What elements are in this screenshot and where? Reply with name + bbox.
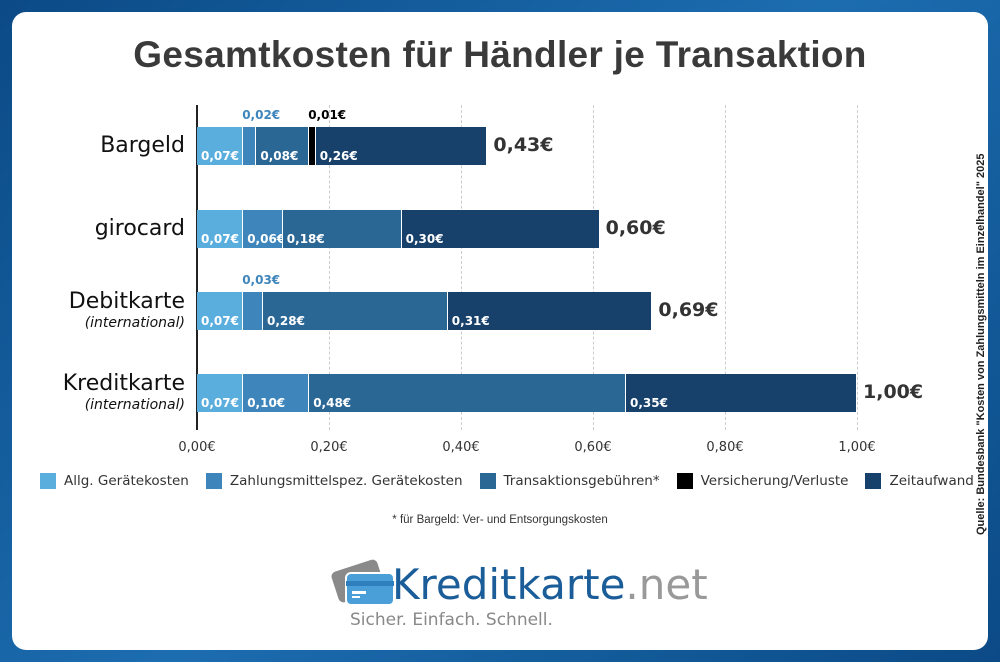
gridline xyxy=(593,105,594,430)
legend-label: Transaktionsgebühren* xyxy=(503,473,660,489)
x-tick-label: 1,00€ xyxy=(838,440,876,455)
segment-value-label: 0,26€ xyxy=(319,149,358,163)
segment-value-label: 0,07€ xyxy=(201,314,239,328)
bar-segment[interactable]: 0,07€ xyxy=(197,292,244,330)
total-label: 0,43€ xyxy=(493,134,554,156)
bar-segment[interactable] xyxy=(243,127,257,165)
legend-item: Versicherung/Verluste xyxy=(676,473,849,489)
bar-segment[interactable]: 0,07€ xyxy=(197,210,244,248)
legend: Allg. Gerätekosten Zahlungsmittelspez. Ge… xyxy=(40,473,991,489)
segment-value-label: 0,07€ xyxy=(201,232,239,246)
gridline xyxy=(725,105,726,430)
bar-segment[interactable]: 0,08€ xyxy=(256,127,310,165)
x-tick-label: 0,60€ xyxy=(574,440,612,455)
category-name: Kreditkarte xyxy=(62,371,185,396)
segment-value-label: 0,03€ xyxy=(242,273,281,287)
segment-value-label: 0,07€ xyxy=(201,396,239,410)
bar-segment[interactable] xyxy=(309,127,316,165)
legend-swatch xyxy=(40,473,56,489)
credit-card-icon xyxy=(331,559,395,606)
bar-segment[interactable]: 0,06€ xyxy=(243,210,286,248)
gridline xyxy=(461,105,462,430)
legend-label: Allg. Gerätekosten xyxy=(64,473,189,489)
x-tick-label: 0,80€ xyxy=(706,440,744,455)
bar-segment[interactable] xyxy=(243,292,263,330)
y-axis-line xyxy=(196,105,198,430)
x-tick-label: 0,20€ xyxy=(310,440,348,455)
category-subtitle: (international) xyxy=(84,397,185,413)
bar-segment[interactable]: 0,07€ xyxy=(197,374,244,412)
logo-tagline: Sicher. Einfach. Schnell. xyxy=(350,610,553,630)
segment-value-label: 0,28€ xyxy=(267,314,305,328)
legend-label: Zahlungsmittelspez. Gerätekosten xyxy=(229,473,463,489)
total-label: 0,69€ xyxy=(658,299,719,321)
category-name: girocard xyxy=(94,216,185,241)
bar-segment[interactable]: 0,35€ xyxy=(626,374,857,412)
source-note: Quelle: Bundesbank "Kosten von Zahlungsm… xyxy=(975,153,987,535)
gridline xyxy=(329,105,330,430)
category-label: Debitkarte (international) xyxy=(69,289,185,331)
legend-item: Transaktionsgebühren* xyxy=(479,473,660,489)
segment-value-label: 0,10€ xyxy=(247,396,286,410)
segment-value-label: 0,08€ xyxy=(260,149,299,163)
logo-text: Kreditkarte.net xyxy=(392,560,708,609)
total-label: 0,60€ xyxy=(605,217,666,239)
segment-value-label: 0,35€ xyxy=(630,396,668,410)
category-subtitle: (international) xyxy=(84,315,185,331)
gridline xyxy=(857,105,858,430)
legend-swatch xyxy=(676,473,693,489)
legend-item: Zahlungsmittelspez. Gerätekosten xyxy=(205,473,463,489)
chart-card xyxy=(12,12,988,650)
bar-segment[interactable]: 0,31€ xyxy=(447,292,653,330)
legend-label: Zeitaufwand xyxy=(889,473,974,489)
bar-segment[interactable]: 0,30€ xyxy=(401,210,600,248)
segment-value-label: 0,07€ xyxy=(201,149,239,163)
segment-value-label: 0,02€ xyxy=(242,108,281,122)
x-tick-label: 0,00€ xyxy=(178,440,216,455)
x-tick-label: 0,40€ xyxy=(442,440,480,455)
segment-value-label: 0,48€ xyxy=(313,396,352,410)
category-name: Debitkarte xyxy=(68,289,185,314)
bar-segment[interactable]: 0,18€ xyxy=(282,210,402,248)
footnote: * für Bargeld: Ver- und Entsorgungskoste… xyxy=(392,514,608,526)
category-name: Bargeld xyxy=(100,133,185,158)
category-label: Bargeld xyxy=(100,133,185,159)
total-label: 1,00€ xyxy=(863,381,924,403)
legend-swatch xyxy=(479,473,496,489)
legend-label: Versicherung/Verluste xyxy=(700,473,849,489)
bar-segment[interactable]: 0,28€ xyxy=(263,292,448,330)
legend-item: Zeitaufwand xyxy=(865,473,974,489)
bar-segment[interactable]: 0,48€ xyxy=(309,374,626,412)
bar-segment[interactable]: 0,10€ xyxy=(243,374,310,412)
segment-value-label: 0,01€ xyxy=(308,108,347,122)
segment-value-label: 0,30€ xyxy=(405,232,444,246)
segment-value-label: 0,31€ xyxy=(451,314,490,328)
category-label: girocard xyxy=(95,216,185,242)
chart-title: Gesamtkosten für Händler je Transaktion xyxy=(133,34,867,75)
segment-value-label: 0,06€ xyxy=(247,232,286,246)
segment-value-label: 0,18€ xyxy=(286,232,325,246)
legend-item: Allg. Gerätekosten xyxy=(40,473,189,489)
legend-swatch xyxy=(865,473,882,489)
bar-segment[interactable]: 0,26€ xyxy=(315,127,488,165)
category-label: Kreditkarte (international) xyxy=(63,371,185,413)
bar-segment[interactable]: 0,07€ xyxy=(197,127,244,165)
legend-swatch xyxy=(205,473,222,489)
